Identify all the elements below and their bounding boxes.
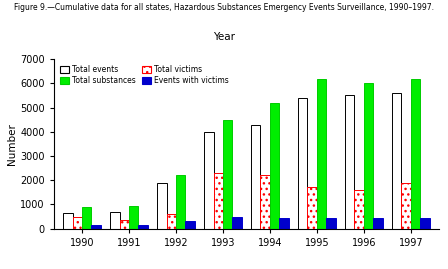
Bar [185,221,195,229]
Y-axis label: Number: Number [7,123,17,165]
Text: Figure 9.—Cumulative data for all states, Hazardous Substances Emergency Events : Figure 9.—Cumulative data for all states… [14,3,434,12]
Bar [138,225,148,229]
Bar [91,225,101,229]
Bar [110,212,120,229]
Bar [214,173,223,229]
Bar [364,83,373,229]
Bar [176,175,185,229]
Bar [204,132,214,229]
Bar [82,207,91,229]
Bar [120,220,129,229]
Bar [354,190,364,229]
Bar [279,218,289,229]
Bar [270,103,279,229]
Bar [392,93,401,229]
Text: Year: Year [213,32,235,42]
Bar [373,218,383,229]
Bar [129,206,138,229]
Bar [420,218,430,229]
Bar [345,95,354,229]
Bar [157,183,167,229]
Bar [223,120,233,229]
Bar [73,217,82,229]
Bar [317,79,326,229]
Bar [307,187,317,229]
Bar [401,183,411,229]
Bar [167,214,176,229]
Bar [326,218,336,229]
Bar [251,125,260,229]
Bar [298,98,307,229]
Bar [260,175,270,229]
Bar [233,217,242,229]
Legend: Total events, Total substances, Total victims, Events with victims: Total events, Total substances, Total vi… [58,63,231,87]
Bar [63,213,73,229]
Bar [411,79,420,229]
